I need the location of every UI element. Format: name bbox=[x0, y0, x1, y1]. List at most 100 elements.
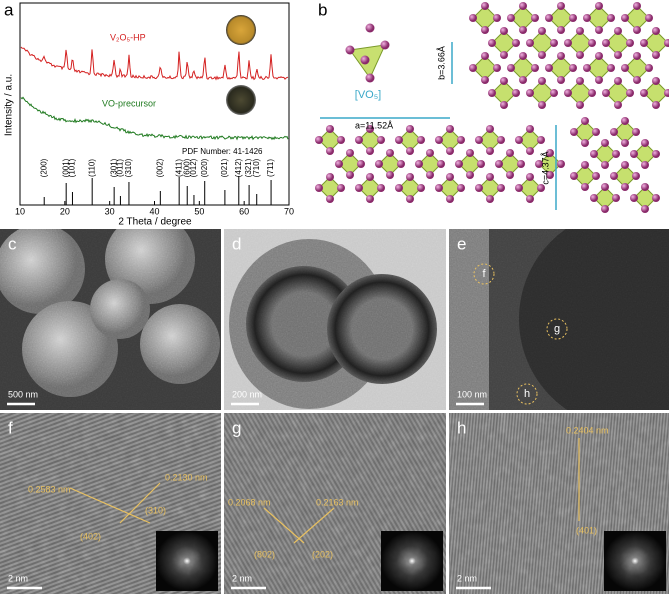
oxygen bbox=[645, 64, 653, 72]
oxygen bbox=[366, 173, 374, 181]
oxygen bbox=[486, 147, 494, 155]
fringe-line bbox=[263, 507, 305, 544]
oxygen bbox=[526, 125, 534, 133]
oxygen bbox=[426, 149, 434, 157]
oxygen bbox=[406, 147, 414, 155]
oxygen bbox=[664, 39, 669, 47]
oxygen bbox=[526, 195, 534, 203]
oxygen bbox=[526, 147, 534, 155]
oxygen bbox=[538, 51, 546, 59]
oxygen bbox=[641, 139, 649, 147]
oxygen bbox=[557, 76, 565, 84]
oxygen bbox=[375, 160, 383, 168]
oxygen bbox=[640, 39, 648, 47]
reference-label: PDF Number: 41-1426 bbox=[182, 147, 263, 156]
oxygen bbox=[601, 183, 609, 191]
lattice-b: b=3.66Å bbox=[436, 46, 446, 80]
texture bbox=[224, 413, 446, 594]
oxygen bbox=[633, 52, 641, 60]
oxygen bbox=[621, 14, 629, 22]
texture bbox=[0, 413, 221, 594]
oxygen bbox=[652, 101, 660, 109]
oxygen bbox=[557, 2, 565, 10]
oxygen bbox=[621, 117, 629, 125]
scale-label: 200 nm bbox=[232, 389, 262, 399]
oxygen bbox=[386, 171, 394, 179]
oxygen bbox=[497, 184, 505, 192]
oxygen bbox=[652, 77, 660, 85]
peak-label: (710) bbox=[252, 158, 261, 177]
oxygen bbox=[506, 171, 514, 179]
plane-label: (802) bbox=[254, 549, 275, 559]
oxygen bbox=[595, 52, 603, 60]
oxygen bbox=[581, 161, 589, 169]
oxygen bbox=[545, 64, 553, 72]
oxygen bbox=[626, 89, 634, 97]
oxygen bbox=[641, 183, 649, 191]
oxygen bbox=[601, 139, 609, 147]
oxygen bbox=[346, 149, 354, 157]
oxygen bbox=[583, 64, 591, 72]
peak-label: (001) bbox=[61, 158, 70, 177]
oxygen bbox=[652, 51, 660, 59]
scale-label: 500 nm bbox=[8, 389, 38, 399]
scale-label: 2 nm bbox=[457, 573, 477, 583]
oxygen bbox=[614, 77, 622, 85]
plane-label: (202) bbox=[312, 549, 333, 559]
x-tick-label: 50 bbox=[194, 206, 204, 216]
oxygen bbox=[386, 149, 394, 157]
oxygen bbox=[583, 14, 591, 22]
oxygen bbox=[641, 205, 649, 213]
x-tick-label: 70 bbox=[284, 206, 294, 216]
texture bbox=[449, 413, 669, 594]
oxygen bbox=[360, 55, 370, 65]
marker-label: f bbox=[482, 268, 486, 280]
oxygen bbox=[614, 27, 622, 35]
xrd-trace bbox=[20, 96, 289, 141]
oxygen bbox=[337, 136, 345, 144]
oxygen bbox=[357, 160, 365, 168]
oxygen bbox=[564, 39, 572, 47]
oxygen bbox=[652, 150, 660, 158]
oxygen bbox=[365, 23, 375, 33]
d-spacing: 0.2163 nm bbox=[316, 497, 359, 507]
oxygen bbox=[590, 194, 598, 202]
oxygen bbox=[506, 149, 514, 157]
trace-label: VO-precursor bbox=[102, 98, 156, 108]
peak-label: (600) bbox=[182, 158, 191, 177]
x-axis-label: 2 Theta / degree bbox=[118, 217, 192, 228]
x-tick-label: 10 bbox=[15, 206, 25, 216]
oxygen bbox=[538, 77, 546, 85]
sample-photo bbox=[226, 15, 256, 45]
scale-label: 2 nm bbox=[232, 573, 252, 583]
scale-label: 2 nm bbox=[8, 573, 28, 583]
oxygen bbox=[495, 160, 503, 168]
panel-letter: e bbox=[457, 234, 466, 253]
oxygen bbox=[512, 39, 520, 47]
oxygen bbox=[366, 195, 374, 203]
region-marker bbox=[516, 383, 538, 405]
oxygen bbox=[610, 172, 618, 180]
oxygen bbox=[326, 125, 334, 133]
oxygen bbox=[570, 128, 578, 136]
oxygen bbox=[488, 89, 496, 97]
x-tick-label: 30 bbox=[105, 206, 115, 216]
oxygen bbox=[377, 184, 385, 192]
oxygen bbox=[519, 2, 527, 10]
oxygen bbox=[576, 77, 584, 85]
oxygen bbox=[588, 89, 596, 97]
oxygen bbox=[531, 14, 539, 22]
oxygen bbox=[457, 136, 465, 144]
oxygen bbox=[531, 64, 539, 72]
peak-label: (321) bbox=[244, 158, 253, 177]
fringe-line bbox=[293, 507, 335, 544]
oxygen bbox=[535, 160, 543, 168]
oxygen bbox=[315, 136, 323, 144]
d-spacing: 0.2583 nm bbox=[28, 484, 71, 494]
sample-photo bbox=[226, 85, 256, 115]
panel-a: a Intensity / a.u. 2 Theta / degree 10 20 30 4… bbox=[4, 0, 294, 227]
oxygen bbox=[614, 51, 622, 59]
oxygen bbox=[475, 184, 483, 192]
lattice-c: c=4.37Å bbox=[540, 151, 550, 184]
oxygen bbox=[640, 89, 648, 97]
